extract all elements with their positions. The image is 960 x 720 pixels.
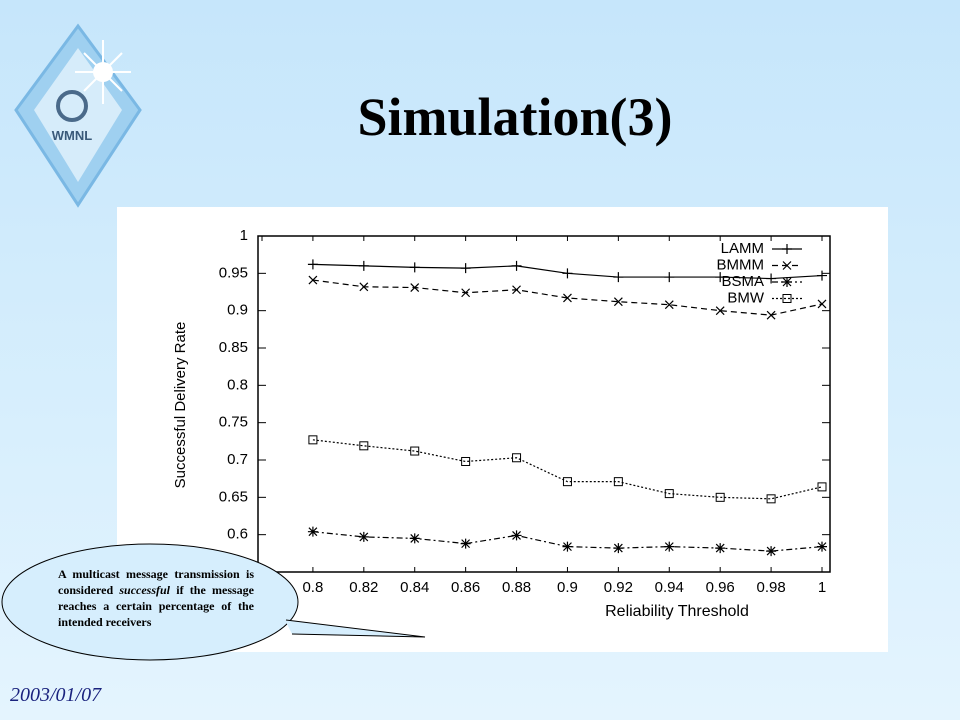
x-tick-label: 0.96 — [706, 579, 735, 596]
marker — [460, 538, 471, 549]
marker — [563, 293, 572, 303]
y-tick-label: 0.85 — [219, 339, 248, 356]
marker — [512, 285, 521, 295]
chart-panel: Reliability Threshold Successful Deliver… — [117, 207, 888, 652]
chart: Reliability Threshold Successful Deliver… — [172, 227, 831, 620]
x-tick-label: 0.98 — [756, 579, 785, 596]
legend-marker — [782, 294, 792, 303]
callout-tail — [285, 619, 426, 638]
x-tick-label: 0.86 — [451, 579, 480, 596]
marker — [817, 541, 827, 552]
marker — [409, 533, 420, 544]
marker — [409, 262, 420, 273]
marker — [359, 282, 369, 292]
marker — [511, 260, 522, 271]
y-tick-label: 1 — [240, 227, 248, 244]
logo-emblem — [56, 90, 88, 122]
x-axis-label: Reliability Threshold — [605, 603, 749, 620]
logo-text: WMNL — [52, 128, 92, 143]
series-line — [312, 439, 823, 500]
marker — [715, 543, 726, 554]
marker — [562, 477, 572, 487]
marker — [664, 300, 674, 310]
y-tick-label: 0.75 — [219, 414, 248, 431]
marker — [817, 482, 827, 492]
legend-label: BSMA — [721, 273, 764, 290]
marker — [664, 272, 675, 283]
y-axis-label: Successful Delivery Rate — [172, 322, 189, 489]
callout-text: A multicast message transmission is cons… — [58, 566, 254, 630]
marker — [817, 270, 827, 281]
callout-text-part: A multicast message transmission is cons… — [58, 567, 254, 597]
marker — [613, 272, 624, 283]
y-tick-label: 0.7 — [227, 451, 248, 468]
marker — [715, 272, 726, 283]
marker — [307, 526, 318, 537]
plot-frame — [257, 235, 831, 573]
logo-rays — [75, 40, 131, 104]
marker — [358, 531, 369, 542]
marker — [410, 283, 420, 292]
y-tick-label: 0.8 — [227, 376, 248, 393]
y-tick-label: 0.95 — [219, 264, 248, 281]
x-tick-label: 0.9 — [557, 579, 578, 596]
logo: WMNL — [14, 23, 142, 208]
marker — [410, 446, 420, 456]
marker — [359, 441, 369, 451]
marker — [307, 259, 318, 270]
marker — [461, 288, 471, 298]
date: 2003/01/07 — [10, 684, 102, 706]
marker — [461, 456, 471, 466]
marker — [308, 435, 318, 445]
marker — [358, 260, 369, 271]
marker — [766, 546, 777, 557]
callout-emphasis: successful — [119, 583, 171, 597]
slide-title: Simulation(3) — [357, 87, 673, 147]
x-tick-label: 0.94 — [655, 579, 684, 596]
x-tick-label: 0.88 — [502, 579, 531, 596]
legend-label: BMW — [727, 289, 765, 306]
x-tick-label: 0.82 — [349, 579, 378, 596]
x-tick-label: 1 — [818, 579, 826, 596]
marker — [715, 306, 725, 316]
marker — [613, 543, 624, 554]
marker — [308, 275, 318, 285]
marker — [715, 492, 725, 502]
callout — [1, 543, 426, 661]
y-tick-label: 0.65 — [219, 488, 248, 505]
marker — [664, 489, 674, 499]
legend-marker — [782, 277, 792, 287]
marker — [512, 453, 522, 463]
y-tick-label: 0.6 — [227, 526, 248, 543]
legend-label: LAMM — [721, 240, 764, 257]
marker — [766, 494, 776, 504]
callout-bubble — [1, 543, 299, 661]
x-tick-label: 0.84 — [400, 579, 429, 596]
marker — [562, 541, 573, 552]
marker — [511, 530, 522, 541]
x-tick-label: 0.92 — [604, 579, 633, 596]
marker — [613, 477, 623, 487]
x-tick-label: 0.8 — [302, 579, 323, 596]
marker — [766, 310, 776, 320]
marker — [460, 263, 471, 274]
marker — [562, 268, 573, 279]
legend-marker — [782, 244, 792, 254]
marker — [817, 299, 827, 309]
y-tick-label: 0.9 — [227, 302, 248, 319]
marker — [664, 541, 675, 552]
legend-label: BMMM — [717, 256, 765, 273]
callout-text-part: if the message reaches a certain percent… — [58, 583, 254, 629]
legend-marker — [782, 261, 792, 270]
series-line — [312, 279, 823, 316]
marker — [766, 273, 777, 284]
marker — [613, 297, 623, 307]
